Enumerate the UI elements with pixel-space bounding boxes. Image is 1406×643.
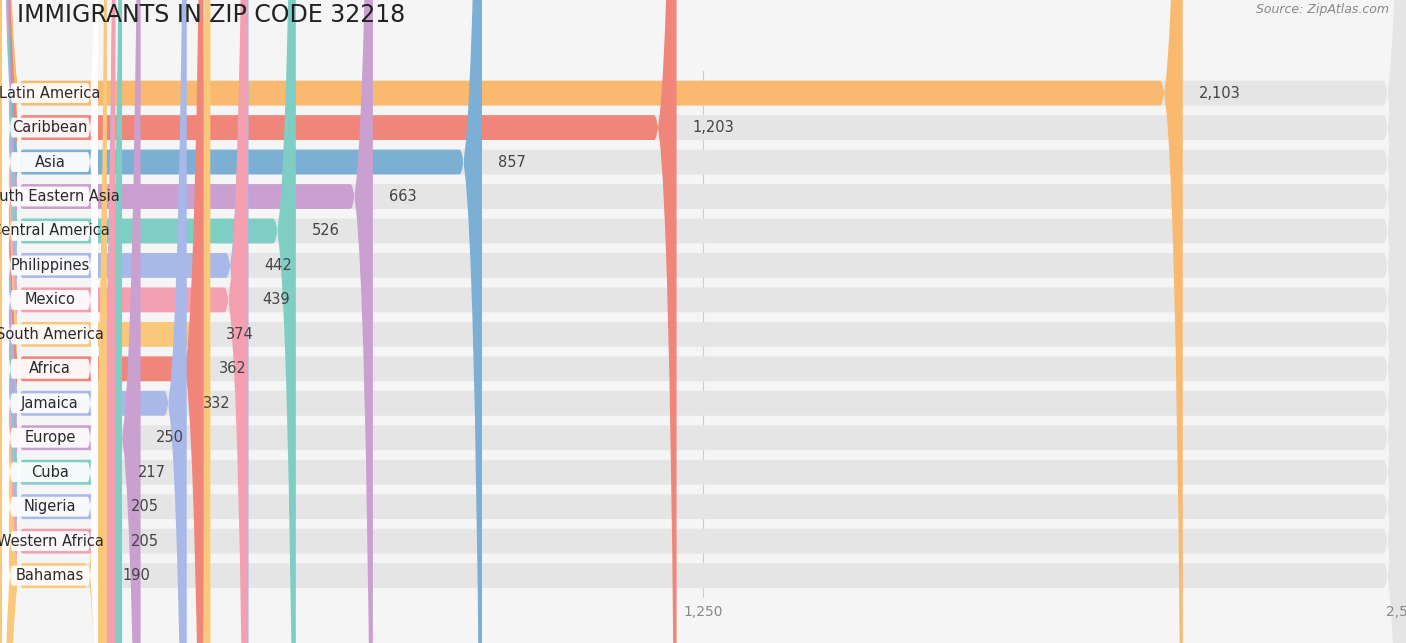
Text: 526: 526 — [312, 224, 339, 239]
FancyBboxPatch shape — [3, 0, 98, 643]
FancyBboxPatch shape — [3, 0, 98, 643]
FancyBboxPatch shape — [0, 0, 122, 643]
Text: Mexico: Mexico — [25, 293, 76, 307]
FancyBboxPatch shape — [3, 0, 98, 643]
FancyBboxPatch shape — [3, 0, 98, 643]
FancyBboxPatch shape — [0, 0, 115, 643]
Text: 1,203: 1,203 — [692, 120, 734, 135]
FancyBboxPatch shape — [3, 0, 98, 643]
FancyBboxPatch shape — [3, 0, 98, 643]
FancyBboxPatch shape — [0, 0, 1182, 643]
Text: Western Africa: Western Africa — [0, 534, 104, 548]
Text: Source: ZipAtlas.com: Source: ZipAtlas.com — [1256, 3, 1389, 16]
FancyBboxPatch shape — [0, 0, 676, 643]
FancyBboxPatch shape — [3, 0, 98, 643]
Text: South Eastern Asia: South Eastern Asia — [0, 189, 120, 204]
FancyBboxPatch shape — [3, 0, 98, 643]
Text: 250: 250 — [156, 430, 184, 445]
Text: Latin America: Latin America — [0, 86, 101, 101]
Text: IMMIGRANTS IN ZIP CODE 32218: IMMIGRANTS IN ZIP CODE 32218 — [17, 3, 405, 27]
Text: South America: South America — [0, 327, 104, 342]
FancyBboxPatch shape — [0, 0, 204, 643]
FancyBboxPatch shape — [0, 0, 115, 643]
Text: Central America: Central America — [0, 224, 110, 239]
Text: 442: 442 — [264, 258, 292, 273]
Text: 362: 362 — [219, 361, 247, 376]
FancyBboxPatch shape — [3, 0, 98, 643]
FancyBboxPatch shape — [0, 0, 141, 643]
Text: 205: 205 — [131, 499, 159, 514]
Text: 205: 205 — [131, 534, 159, 548]
FancyBboxPatch shape — [3, 0, 98, 643]
FancyBboxPatch shape — [0, 0, 482, 643]
Text: 374: 374 — [226, 327, 254, 342]
Text: Philippines: Philippines — [10, 258, 90, 273]
Text: 190: 190 — [122, 568, 150, 583]
Text: 663: 663 — [388, 189, 416, 204]
Text: 2,103: 2,103 — [1198, 86, 1240, 101]
Text: Africa: Africa — [30, 361, 70, 376]
FancyBboxPatch shape — [0, 0, 295, 643]
Text: Cuba: Cuba — [31, 465, 69, 480]
FancyBboxPatch shape — [0, 0, 211, 643]
FancyBboxPatch shape — [3, 0, 98, 643]
FancyBboxPatch shape — [0, 0, 187, 643]
FancyBboxPatch shape — [3, 0, 98, 643]
FancyBboxPatch shape — [0, 0, 249, 643]
Text: Caribbean: Caribbean — [13, 120, 87, 135]
FancyBboxPatch shape — [0, 0, 247, 643]
Text: 332: 332 — [202, 396, 231, 411]
Text: 439: 439 — [263, 293, 290, 307]
FancyBboxPatch shape — [3, 0, 98, 643]
Text: 857: 857 — [498, 154, 526, 170]
Text: Bahamas: Bahamas — [15, 568, 84, 583]
Text: 217: 217 — [138, 465, 166, 480]
Text: Nigeria: Nigeria — [24, 499, 76, 514]
Text: Jamaica: Jamaica — [21, 396, 79, 411]
FancyBboxPatch shape — [0, 0, 107, 643]
FancyBboxPatch shape — [0, 0, 373, 643]
FancyBboxPatch shape — [3, 0, 98, 643]
FancyBboxPatch shape — [3, 0, 98, 643]
Text: Asia: Asia — [35, 154, 66, 170]
Text: Europe: Europe — [24, 430, 76, 445]
